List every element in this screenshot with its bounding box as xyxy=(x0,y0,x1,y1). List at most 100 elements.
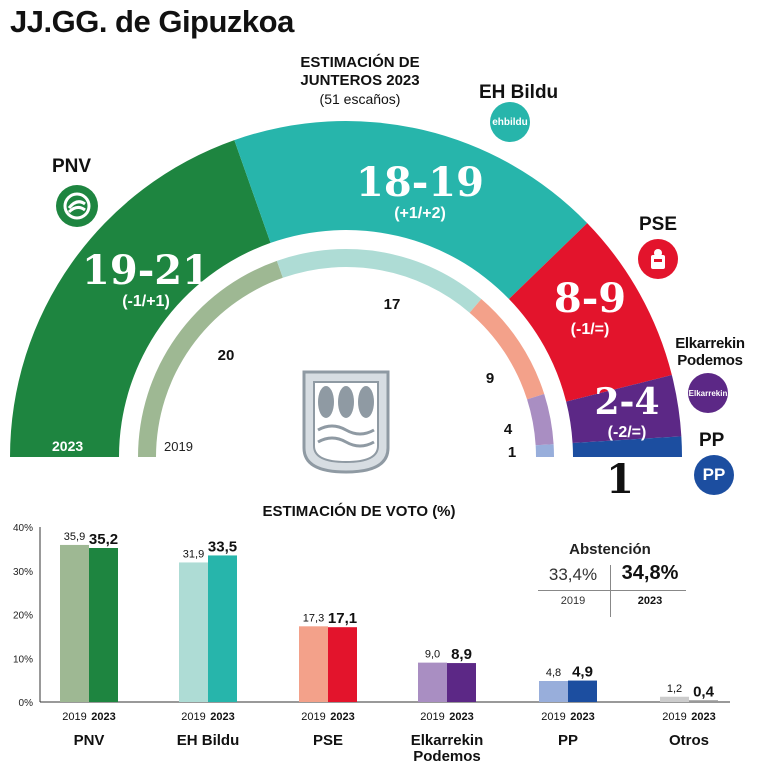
x-category-label-2: PSE xyxy=(273,733,383,749)
bar-year-label-2023-2: 2023 xyxy=(330,711,354,723)
x-category-line: PNV xyxy=(73,732,105,749)
x-category-line: Elkarrekin xyxy=(410,732,484,749)
party-label-pp: PP xyxy=(699,430,725,451)
bar-year-label-2019-2: 2019 xyxy=(301,711,325,723)
pp-logo-icon: PP xyxy=(694,455,734,495)
x-category-label-3: Elkarrekin Podemos xyxy=(392,733,502,765)
bar-group-2: 17,3 2019 17,1 2023 xyxy=(299,610,357,723)
seats-2023-segment-4 xyxy=(572,436,682,457)
bar-year-label-2023-4: 2023 xyxy=(570,711,594,723)
x-category-line: PSE xyxy=(312,732,343,749)
bar-year-label-2019-3: 2019 xyxy=(420,711,444,723)
seats-2023-segment-2 xyxy=(508,223,672,402)
seats-2023-label-0: 19-21 xyxy=(82,247,210,294)
vote-chart-title: ESTIMACIÓN DE VOTO (%) xyxy=(262,503,456,520)
y-tick-label-4: 40% xyxy=(13,523,33,534)
page-title: JJ.GG. de Gipuzkoa xyxy=(10,4,294,39)
party-label-ehbildu: EH Bildu xyxy=(479,82,559,103)
bar-2023-1 xyxy=(208,555,237,702)
seats-2019-label-2: 9 xyxy=(486,370,494,387)
bar-2023-5 xyxy=(689,700,718,702)
bar-2019-3 xyxy=(418,662,447,702)
bar-2019-0 xyxy=(60,544,89,702)
ehbildu-logo-icon: ehbildu xyxy=(490,102,530,142)
party-label-podemos: Elkarrekin Podemos xyxy=(675,335,745,369)
x-category-label-4: PP xyxy=(513,733,623,749)
seats-2019-segment-1 xyxy=(276,249,482,313)
seats-2023-change-2: (-1/=) xyxy=(571,321,610,338)
bar-value-2019-3: 9,0 xyxy=(425,649,440,661)
seats-2023-segment-0 xyxy=(10,140,271,458)
outer-year-label: 2023 xyxy=(52,438,83,454)
seats-2023-change-3: (-2/=) xyxy=(608,424,647,441)
bar-value-2023-5: 0,4 xyxy=(693,683,715,700)
pnv-logo-icon xyxy=(56,185,98,227)
bar-2019-4 xyxy=(539,681,568,702)
bar-year-label-2023-0: 2023 xyxy=(91,711,115,723)
bar-value-2019-5: 1,2 xyxy=(667,683,682,695)
seats-2023-label-3: 2-4 xyxy=(594,381,659,423)
x-category-line: Podemos xyxy=(413,748,481,765)
bar-group-3: 9,0 2019 8,9 2023 xyxy=(418,646,476,723)
elkarrekin-logo-icon: Elkarrekin xyxy=(688,373,728,413)
bar-2019-5 xyxy=(660,696,689,702)
seats-2019-label-0: 20 xyxy=(218,347,235,364)
bar-year-label-2019-0: 2019 xyxy=(62,711,86,723)
seats-2023-label-4: 1 xyxy=(606,456,634,500)
hemicycle-segments xyxy=(10,121,682,458)
seats-2019-segment-3 xyxy=(527,393,554,446)
gipuzkoa-crest-icon xyxy=(302,370,390,474)
bar-2019-1 xyxy=(179,562,208,702)
bar-value-2023-2: 17,1 xyxy=(328,610,357,627)
bar-2023-3 xyxy=(447,663,476,702)
bar-2019-2 xyxy=(299,626,328,702)
x-category-line: PP xyxy=(557,732,578,749)
y-tick-label-1: 10% xyxy=(13,654,33,665)
bar-value-2023-4: 4,9 xyxy=(572,664,593,681)
x-category-label-5: Otros xyxy=(634,733,744,749)
seats-chart-subtitle: (51 escaños) xyxy=(319,91,401,107)
abstention-divider-h xyxy=(538,590,686,591)
x-category-label-0: PNV xyxy=(34,733,144,749)
seats-2019-label-4: 1 xyxy=(508,444,516,461)
bar-value-2019-2: 17,3 xyxy=(303,612,324,624)
abstention-year-2019: 2019 xyxy=(560,595,586,607)
x-category-label-1: EH Bildu xyxy=(153,733,263,749)
party-label-pnv: PNV xyxy=(52,156,92,177)
bar-year-label-2023-1: 2023 xyxy=(210,711,234,723)
seats-chart-title-line-1: ESTIMACIÓN DE xyxy=(300,54,420,71)
seats-2019-segment-0 xyxy=(138,260,283,457)
party-label-pse: PSE xyxy=(639,214,678,235)
y-tick-label-3: 30% xyxy=(13,567,33,578)
bar-year-label-2019-5: 2019 xyxy=(662,711,686,723)
seats-2019-label-1: 17 xyxy=(384,296,401,313)
seats-2023-change-1: (+1/+2) xyxy=(394,205,446,222)
bar-group-1: 31,9 2019 33,5 2023 xyxy=(179,538,237,723)
abstention-title: Abstención xyxy=(569,541,651,558)
seats-chart-title: ESTIMACIÓN DE JUNTEROS 2023 (51 escaños) xyxy=(260,54,460,108)
bar-value-2023-0: 35,2 xyxy=(89,531,118,548)
abstention-year-2023: 2023 xyxy=(637,595,663,607)
seats-2023-change-0: (-1/+1) xyxy=(122,293,170,310)
bar-group-0: 35,9 2019 35,2 2023 xyxy=(60,531,118,723)
seats-hemicycle-chart: 19-21(-1/+1) 18-19(+1/+2) 8-9(-1/=) 2-4(-2/… xyxy=(10,121,682,500)
x-category-line: EH Bildu xyxy=(176,732,240,749)
seats-2019-label-3: 4 xyxy=(504,421,513,438)
abstention-value-2019: 33,4% xyxy=(548,565,598,584)
bar-value-2023-3: 8,9 xyxy=(451,646,472,663)
bar-2023-0 xyxy=(89,548,118,702)
inner-year-label: 2019 xyxy=(164,439,193,454)
abstention-divider-v xyxy=(610,565,611,617)
seats-2023-segment-1 xyxy=(234,121,588,299)
y-tick-label-2: 20% xyxy=(13,611,33,622)
seats-chart-title-line-2: JUNTEROS 2023 xyxy=(300,72,420,89)
seats-2023-label-2: 8-9 xyxy=(554,275,626,322)
pse-logo-icon xyxy=(638,239,678,279)
bar-2023-4 xyxy=(568,680,597,702)
bar-year-label-2019-1: 2019 xyxy=(181,711,205,723)
seats-2023-label-1: 18-19 xyxy=(356,159,484,206)
bar-value-2019-0: 35,9 xyxy=(64,531,85,543)
y-tick-label-0: 0% xyxy=(19,698,34,709)
bar-value-2023-1: 33,5 xyxy=(208,538,237,555)
